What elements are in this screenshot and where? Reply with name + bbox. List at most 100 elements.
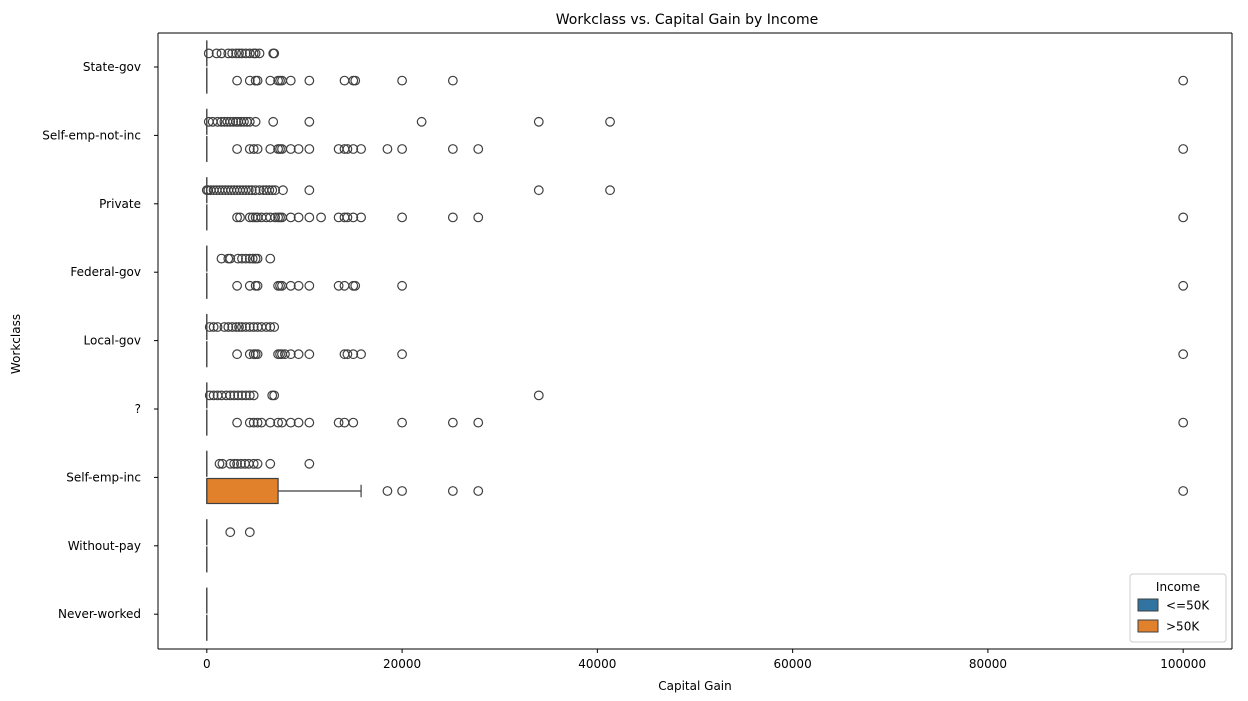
series-1-federal-gov-outlier (293, 280, 304, 291)
series-1-federal-gov-outlier (333, 280, 344, 291)
series-0-unknown-outlier (221, 390, 232, 401)
series-1-self-emp-not-inc-outlier (348, 144, 359, 154)
series-0-state-gov-outlier (234, 48, 244, 59)
series-0-self-emp-not-inc-outlier (304, 116, 315, 127)
series-1-unknown-outlier (273, 417, 283, 428)
y-tick-label: Without-pay (68, 539, 141, 553)
series-0-state-gov-outlier (237, 48, 247, 59)
series-1-private-outlier (285, 212, 296, 223)
series-1-state-gov-outlier (339, 75, 350, 86)
y-tick-label: Self-emp-not-inc (42, 128, 141, 142)
series-1-private-outlier (232, 212, 242, 223)
series-0-unknown-outlier (269, 390, 280, 401)
series-1-federal-gov-outlier (252, 280, 263, 291)
series-1-private-outlier (293, 212, 304, 223)
y-tick-label: Local-gov (84, 334, 142, 348)
series-0-self-emp-not-inc-outlier (250, 116, 261, 127)
series-1-self-emp-not-inc-outlier (248, 144, 259, 154)
series-0-unknown-outlier (267, 390, 278, 401)
series-1-federal-gov-outlier (348, 280, 359, 291)
series-1-state-gov-outlier (348, 75, 359, 86)
series-0-private-outlier (240, 185, 251, 196)
series-1-local-gov-outlier (356, 349, 366, 360)
series-0-federal-gov-outlier (225, 253, 236, 264)
legend-swatch (1137, 598, 1159, 612)
series-0-local-gov-outlier (223, 322, 234, 332)
series-1-local-gov-outlier (280, 349, 290, 360)
series-1-unknown-outlier (473, 417, 484, 428)
series-0-local-gov-outlier (227, 322, 238, 332)
series-0-self-emp-inc-outlier (304, 458, 315, 469)
series-1-self-emp-not-inc-outlier (265, 144, 276, 154)
series-1-private-outlier (473, 212, 484, 223)
series-1-federal-gov-outlier (397, 280, 407, 291)
x-tick-label: 60000 (774, 657, 812, 671)
series-1-private-outlier (342, 212, 353, 223)
axes: 0 20000 40000 60000 80000 100000 State-gov Self… (42, 32, 1233, 671)
series-1-self-emp-not-inc-outlier (285, 144, 296, 154)
series-1-federal-gov-outlier (350, 280, 361, 291)
series-0-unknown-outlier (248, 390, 259, 401)
series-0-state-gov-outlier (231, 48, 242, 59)
series-0-unknown-outlier (237, 390, 247, 401)
series-1-federal-gov-outlier (285, 280, 296, 291)
series-1-private-outlier (270, 212, 281, 223)
series-0-self-emp-inc-outlier (217, 458, 228, 469)
series-0-local-gov-outlier (219, 322, 230, 332)
series-1-local-gov-outlier (244, 349, 255, 360)
series-1-state-gov-outlier (304, 75, 315, 86)
series-0-unknown-outlier (244, 390, 255, 401)
series-1-self-emp-not-inc-outlier (232, 144, 242, 154)
series-1-unknown-outlier (244, 417, 255, 428)
series-1-state-gov-outlier (285, 75, 296, 86)
series-0-self-emp-not-inc-outlier (225, 116, 236, 127)
y-tick-label: Federal-gov (70, 265, 141, 279)
series-0-state-gov-outlier (227, 48, 238, 59)
series-1-self-emp-not-inc-outlier (275, 144, 285, 154)
series-0-private-outlier (304, 185, 315, 196)
series-1-local-gov-outlier (285, 349, 296, 360)
series-1-private-outlier (447, 212, 458, 223)
series-0-unknown-outlier (240, 390, 251, 401)
series-1-private-outlier (304, 212, 315, 223)
series-0-self-emp-inc-outlier (229, 458, 240, 469)
series-1-state-gov-outlier (250, 75, 261, 86)
series-1-federal-gov-outlier (250, 280, 261, 291)
series-1-unknown-outlier (1178, 417, 1189, 428)
series-1-state-gov-outlier (447, 75, 458, 86)
series-0-local-gov-outlier (240, 322, 251, 332)
series-1-unknown-outlier (333, 417, 344, 428)
series-1-federal-gov-outlier (304, 280, 315, 291)
x-tick-label: 80000 (969, 657, 1007, 671)
series-1-private-outlier (244, 212, 255, 223)
series-0-unknown-outlier (204, 390, 215, 401)
series-1-state-gov-outlier (232, 75, 242, 86)
series-0-self-emp-not-inc-outlier (212, 116, 223, 127)
series-0-local-gov-outlier (212, 322, 223, 332)
series-1-local-gov-outlier (304, 349, 315, 360)
x-axis-title: Capital Gain (658, 679, 731, 693)
legend-label: >50K (1166, 620, 1200, 634)
series-0-self-emp-inc-outlier (232, 458, 242, 469)
series-1-local-gov-outlier (1178, 349, 1189, 360)
series-1-local-gov-outlier (342, 349, 353, 360)
series-1-private-outlier (397, 212, 407, 223)
series-0-unknown-outlier (208, 390, 219, 401)
series-1-self-emp-not-inc-outlier (304, 144, 315, 154)
series-1-state-gov-outlier (265, 75, 276, 86)
series-1-unknown-outlier (265, 417, 276, 428)
series-1-self-emp-not-inc-outlier (293, 144, 304, 154)
series-1-self-emp-inc-outlier (397, 486, 407, 496)
series-1-private-outlier (1178, 212, 1189, 223)
series-0-federal-gov-outlier (252, 253, 263, 264)
series-0-local-gov-outlier (244, 322, 255, 332)
series-1-self-emp-not-inc-outlier (342, 144, 353, 154)
series-0-private-outlier (243, 185, 254, 196)
series-1-federal-gov-outlier (244, 280, 255, 291)
series-0-state-gov-outlier (269, 48, 280, 59)
series-1-local-gov-outlier (293, 349, 304, 360)
series-1-local-gov-outlier (348, 349, 359, 360)
series-1-local-gov-outlier (232, 349, 242, 360)
x-tick-label: 20000 (383, 657, 421, 671)
y-tick-label: Self-emp-inc (66, 470, 141, 484)
